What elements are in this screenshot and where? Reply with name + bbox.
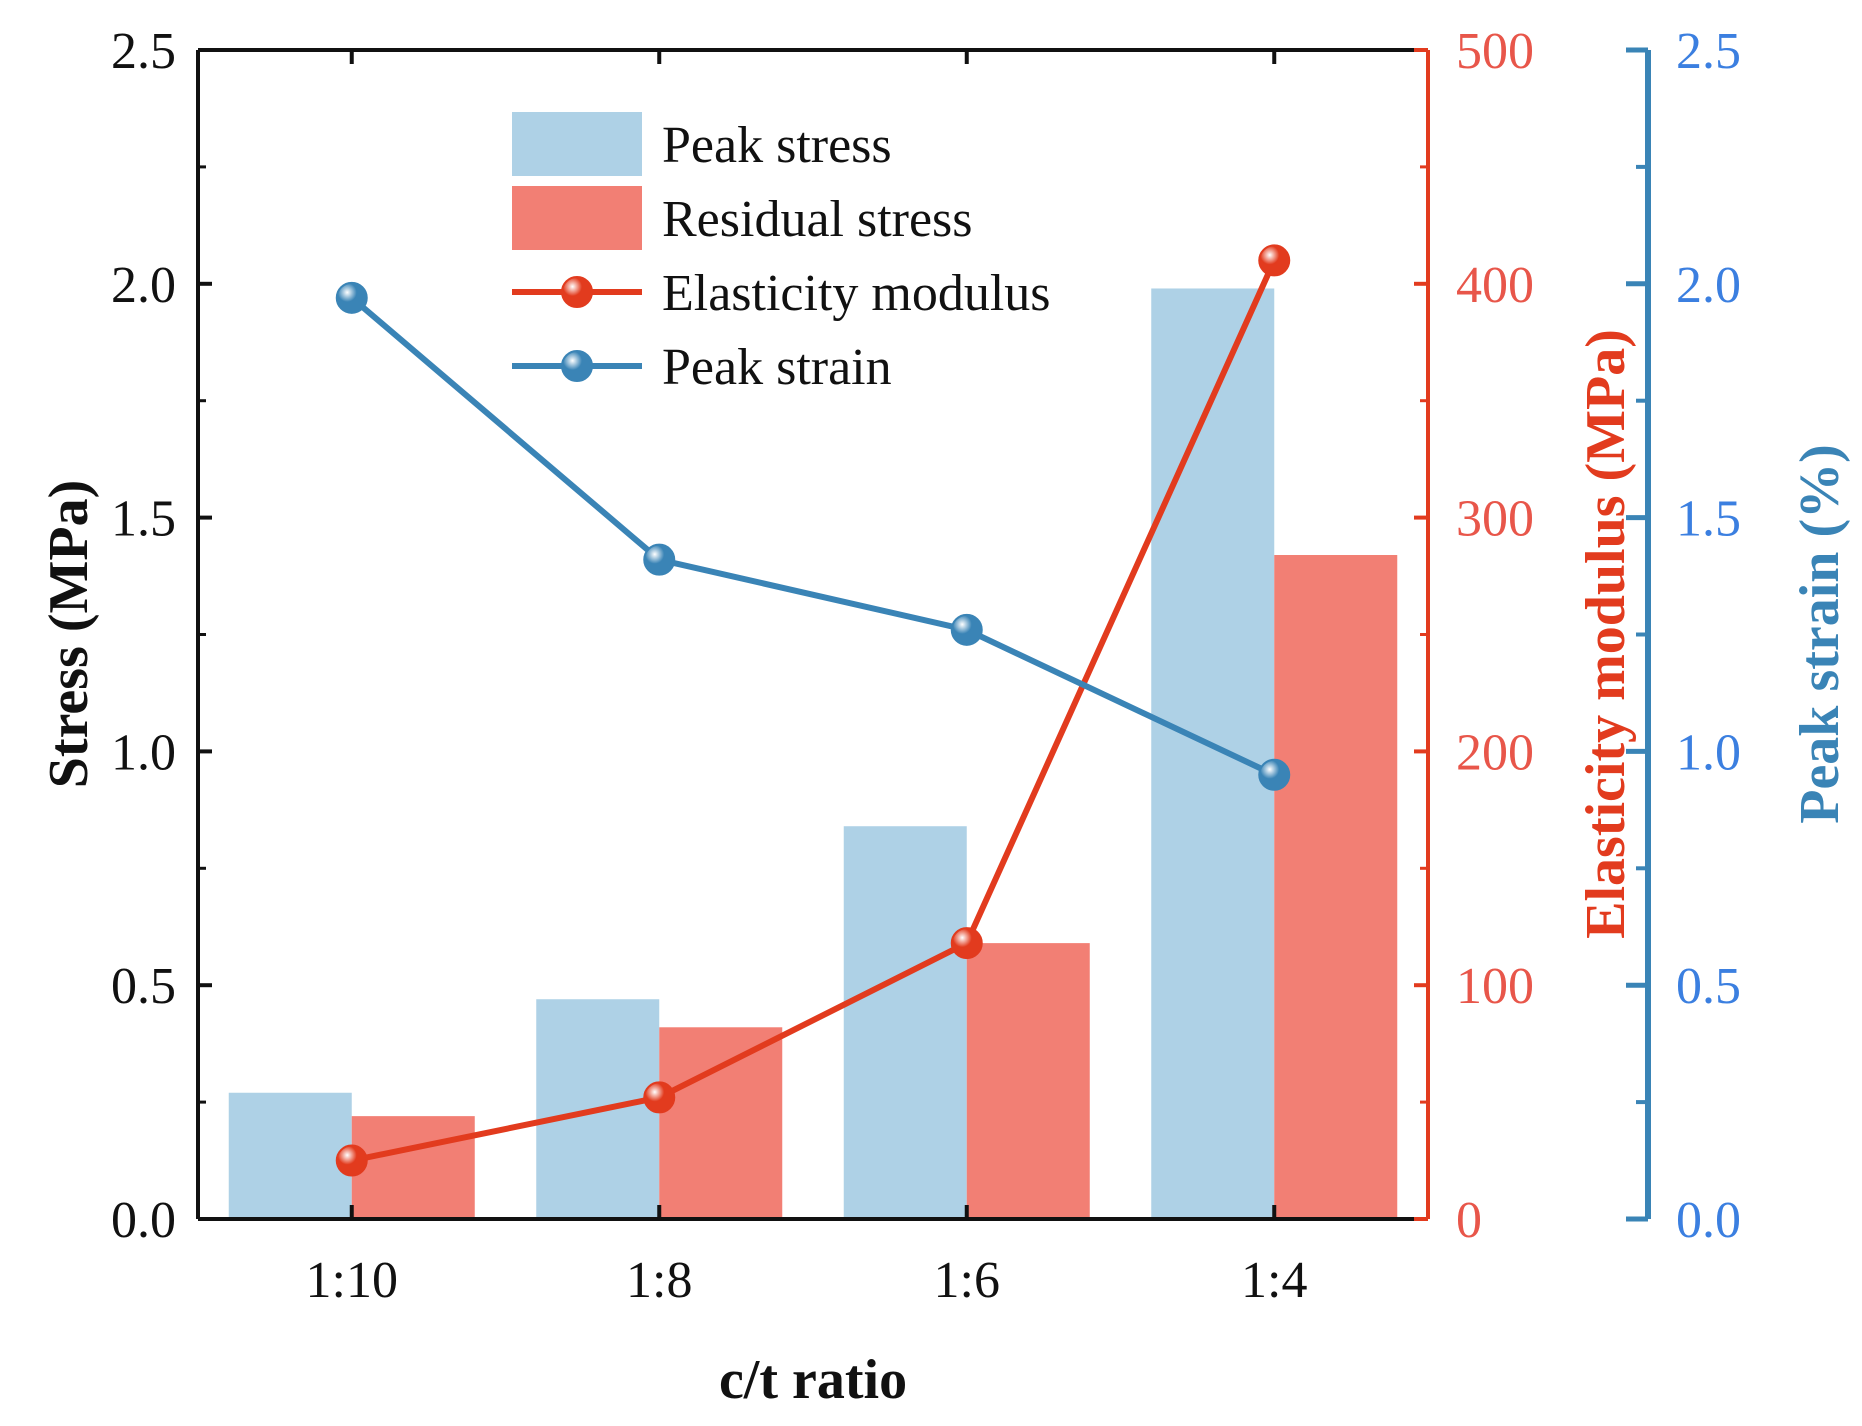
legend: Peak stress Residual stress Elasticity mod… <box>512 112 1051 396</box>
legend-label-peak-strain: Peak strain <box>662 339 892 396</box>
point-elasticity-modulus-1-8 <box>643 1081 676 1114</box>
x-tick-label-1-6: 1:6 <box>934 1252 1000 1309</box>
point-elasticity-modulus-1-6 <box>950 927 983 960</box>
right2-tick-label: 2.5 <box>1676 23 1741 80</box>
legend-marker-elasticity-modulus <box>561 276 593 308</box>
left-tick-label: 2.0 <box>111 257 176 314</box>
right2-axis-title: Peak strain (%) <box>1789 444 1851 824</box>
point-peak-strain-1-10 <box>335 281 368 314</box>
left-tick-label: 2.5 <box>111 23 176 80</box>
legend-marker-peak-strain <box>561 350 593 382</box>
bars-layer <box>228 288 1398 1219</box>
bar-peak-stress-1-10 <box>228 1092 352 1219</box>
right2-tick-label: 0.0 <box>1676 1192 1741 1249</box>
right2-tick-label: 1.0 <box>1676 724 1741 781</box>
right2-tick-label: 0.5 <box>1676 958 1741 1015</box>
x-axis-title: c/t ratio <box>719 1349 907 1411</box>
point-peak-strain-1-4 <box>1258 758 1291 791</box>
legend-label-elasticity-modulus: Elasticity modulus <box>662 265 1051 322</box>
labels-layer: 0.0 0.5 1.0 1.5 2.0 2.5 1:10 1:8 1:6 1:4 0 100 200 30… <box>38 23 1851 1411</box>
line-elasticity-modulus <box>351 259 1277 1164</box>
bar-residual-stress-1-4 <box>1274 555 1398 1219</box>
bar-peak-stress-1-6 <box>843 826 967 1219</box>
right1-tick-label: 300 <box>1456 491 1534 548</box>
right2-tick-label: 2.0 <box>1676 257 1741 314</box>
lines-layer <box>335 244 1291 1177</box>
right1-tick-label: 100 <box>1456 958 1534 1015</box>
right1-tick-label: 0 <box>1456 1192 1482 1249</box>
bar-peak-stress-1-4 <box>1151 288 1275 1219</box>
left-axis-title: Stress (MPa) <box>38 480 100 788</box>
right1-tick-label: 500 <box>1456 23 1534 80</box>
left-tick-label: 1.5 <box>111 491 176 548</box>
legend-label-peak-stress: Peak stress <box>662 117 892 174</box>
x-tick-label-1-8: 1:8 <box>626 1252 692 1309</box>
point-elasticity-modulus-1-10 <box>335 1144 368 1177</box>
left-tick-label: 0.5 <box>111 958 176 1015</box>
legend-swatch-peak-stress <box>512 112 642 176</box>
left-tick-label: 1.0 <box>111 724 176 781</box>
right1-tick-label: 200 <box>1456 724 1534 781</box>
legend-label-residual-stress: Residual stress <box>662 191 973 248</box>
bar-residual-stress-1-6 <box>966 943 1090 1219</box>
x-tick-label-1-10: 1:10 <box>306 1252 398 1309</box>
line-peak-strain <box>349 295 1276 778</box>
bar-residual-stress-1-10 <box>351 1116 475 1219</box>
plot-frame <box>196 47 1651 1222</box>
right1-axis-title: Elasticity modulus (MPa) <box>1575 329 1637 939</box>
point-peak-strain-1-8 <box>643 543 676 576</box>
x-tick-label-1-4: 1:4 <box>1241 1252 1307 1309</box>
right1-tick-label: 400 <box>1456 257 1534 314</box>
point-peak-strain-1-6 <box>950 613 983 646</box>
legend-swatch-residual-stress <box>512 186 642 250</box>
point-elasticity-modulus-1-4 <box>1258 244 1291 277</box>
right2-tick-label: 1.5 <box>1676 491 1741 548</box>
bar-residual-stress-1-8 <box>659 1027 783 1219</box>
left-tick-label: 0.0 <box>111 1192 176 1249</box>
